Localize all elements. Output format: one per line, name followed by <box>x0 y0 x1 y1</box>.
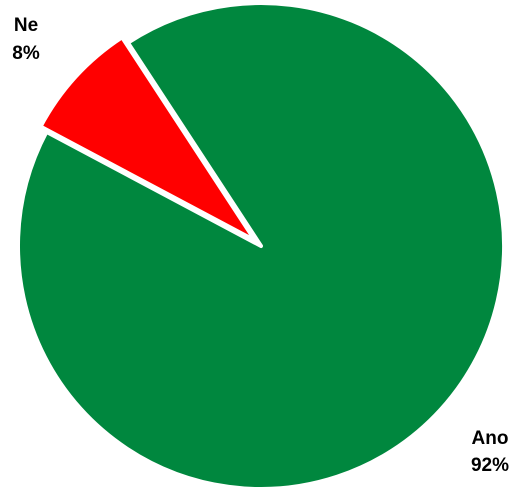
label-ano-name: Ano <box>472 428 509 449</box>
label-ne-name: Ne <box>14 15 38 36</box>
pie-slice-ne <box>38 35 258 243</box>
label-ne-percent: 8% <box>12 43 40 64</box>
pie-slices <box>16 1 506 490</box>
pie-slice-ano <box>16 1 506 490</box>
label-ano-percent: 92% <box>471 455 509 476</box>
